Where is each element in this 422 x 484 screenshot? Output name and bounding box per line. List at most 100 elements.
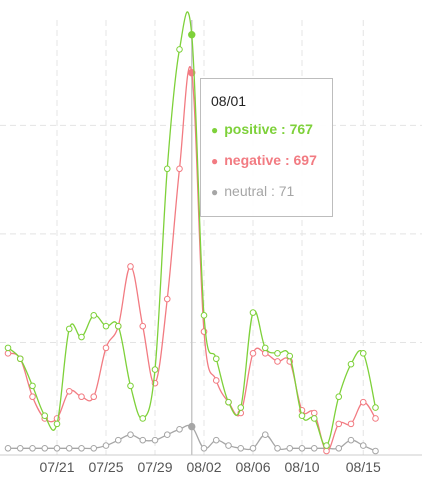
positive-point bbox=[16, 355, 24, 363]
neutral-point bbox=[335, 444, 343, 452]
tooltip-positive-text: positive : 767 bbox=[224, 121, 313, 137]
negative-point bbox=[90, 393, 98, 401]
negative-point bbox=[372, 415, 379, 422]
positive-point bbox=[176, 46, 183, 53]
neutral-point bbox=[139, 436, 147, 444]
negative-point bbox=[274, 358, 281, 365]
negative-point bbox=[249, 350, 257, 357]
tooltip-negative-text: negative : 697 bbox=[224, 152, 317, 168]
positive-point bbox=[78, 333, 85, 341]
x-tick-label: 07/29 bbox=[137, 459, 172, 475]
negative-point bbox=[65, 388, 73, 395]
positive-point bbox=[139, 415, 147, 422]
neutral-point bbox=[53, 444, 61, 452]
neutral-point bbox=[249, 444, 257, 452]
neutral-point bbox=[78, 444, 85, 452]
positive-point bbox=[163, 165, 171, 173]
positive-point bbox=[372, 404, 379, 411]
x-tick-label: 08/15 bbox=[346, 459, 381, 475]
positive-point bbox=[127, 382, 134, 390]
negative-point bbox=[4, 350, 12, 357]
positive-point bbox=[286, 352, 294, 360]
neutral-point bbox=[90, 444, 98, 452]
neutral-point bbox=[65, 444, 73, 452]
tooltip-date: 08/01 bbox=[211, 93, 247, 109]
positive-point bbox=[310, 415, 318, 422]
neutral-point bbox=[163, 431, 171, 439]
neutral-point bbox=[310, 444, 318, 452]
positive-point bbox=[188, 31, 196, 39]
positive-point bbox=[347, 360, 355, 368]
negative-point bbox=[163, 295, 171, 303]
positive-point bbox=[274, 350, 281, 357]
positive-dot-icon: ● bbox=[211, 123, 219, 137]
positive-point bbox=[249, 309, 257, 316]
positive-point bbox=[335, 393, 343, 401]
positive-point bbox=[359, 350, 367, 357]
positive-point bbox=[90, 312, 98, 319]
neutral-point bbox=[359, 442, 367, 449]
positive-point bbox=[225, 398, 232, 406]
positive-point bbox=[298, 412, 306, 420]
neutral-point bbox=[200, 444, 208, 452]
neutral-point bbox=[261, 431, 269, 439]
neutral-point bbox=[127, 431, 134, 439]
neutral-point bbox=[29, 444, 36, 452]
neutral-point bbox=[225, 442, 232, 449]
positive-point bbox=[323, 442, 330, 449]
neutral-point bbox=[298, 444, 306, 452]
tooltip-neutral-text: neutral : 71 bbox=[224, 183, 295, 199]
neutral-point bbox=[41, 444, 49, 452]
positive-point bbox=[151, 366, 159, 373]
negative-dot-icon: ● bbox=[211, 154, 219, 168]
positive-point bbox=[41, 412, 49, 420]
x-tick-label: 07/25 bbox=[88, 459, 123, 475]
x-tick-label: 08/02 bbox=[186, 459, 221, 475]
x-tick-label: 08/10 bbox=[284, 459, 319, 475]
neutral-point bbox=[114, 436, 122, 444]
negative-point bbox=[323, 447, 330, 455]
negative-point bbox=[335, 420, 343, 428]
tooltip-row-positive: ● positive : 767 bbox=[211, 119, 322, 150]
negative-point bbox=[347, 420, 355, 428]
tooltip-row-negative: ● negative : 697 bbox=[211, 150, 322, 181]
neutral-point bbox=[212, 436, 220, 444]
tooltip: 08/01 ● positive : 767 ● negative : 697 ● n… bbox=[200, 78, 333, 217]
neutral-point bbox=[151, 436, 159, 444]
x-tick-label: 07/21 bbox=[39, 459, 74, 475]
negative-point bbox=[310, 409, 318, 417]
neutral-point bbox=[188, 422, 196, 431]
neutral-point bbox=[176, 425, 183, 433]
positive-point bbox=[212, 355, 220, 363]
neutral-point bbox=[237, 444, 245, 452]
negative-point bbox=[127, 263, 134, 270]
neutral-point bbox=[16, 444, 24, 452]
neutral-point bbox=[372, 447, 379, 455]
negative-point bbox=[359, 398, 367, 406]
neutral-point bbox=[4, 444, 12, 452]
negative-point bbox=[29, 393, 36, 401]
positive-point bbox=[114, 322, 122, 330]
positive-point bbox=[102, 322, 110, 330]
series-layer bbox=[4, 11, 379, 455]
negative-point bbox=[139, 322, 147, 330]
negative-point bbox=[78, 393, 85, 401]
x-tick-label: 08/06 bbox=[235, 459, 270, 475]
positive-point bbox=[53, 420, 61, 428]
neutral-point bbox=[347, 436, 355, 444]
positive-point bbox=[261, 344, 269, 352]
neutral-point bbox=[286, 444, 294, 452]
negative-point bbox=[176, 165, 183, 173]
negative-point bbox=[212, 377, 220, 384]
positive-point bbox=[237, 404, 245, 411]
neutral-point bbox=[274, 444, 281, 452]
positive-point bbox=[29, 382, 36, 390]
neutral-dot-icon: ● bbox=[211, 185, 219, 199]
tooltip-row-neutral: ● neutral : 71 bbox=[211, 181, 322, 212]
positive-point bbox=[65, 325, 73, 333]
neutral-point bbox=[102, 442, 110, 449]
x-axis-ticks: 07/21 07/25 07/29 08/02 08/06 08/10 08/15 bbox=[39, 459, 380, 475]
negative-point bbox=[102, 344, 110, 352]
positive-point bbox=[4, 344, 12, 352]
